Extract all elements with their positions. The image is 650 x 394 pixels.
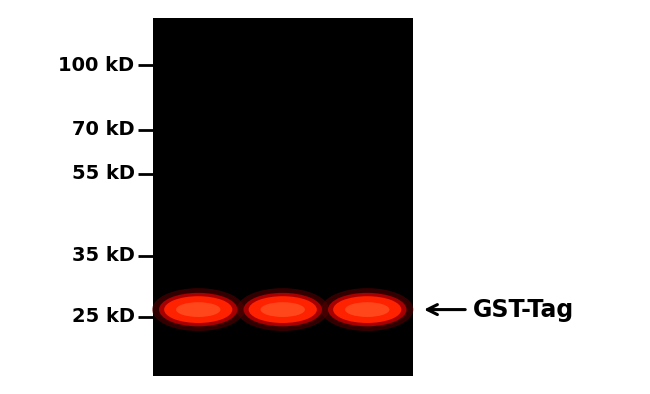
Ellipse shape: [261, 302, 305, 317]
Ellipse shape: [176, 302, 220, 317]
Ellipse shape: [164, 296, 233, 323]
Text: 55 kD: 55 kD: [72, 164, 135, 183]
Text: 70 kD: 70 kD: [72, 121, 135, 139]
Ellipse shape: [237, 288, 329, 331]
Ellipse shape: [248, 296, 317, 323]
Text: 25 kD: 25 kD: [72, 307, 135, 326]
Text: 35 kD: 35 kD: [72, 246, 135, 265]
Ellipse shape: [321, 288, 413, 331]
Ellipse shape: [152, 288, 244, 331]
Ellipse shape: [244, 293, 322, 326]
Ellipse shape: [345, 302, 389, 317]
Ellipse shape: [333, 296, 401, 323]
Bar: [153, 18, 413, 376]
Ellipse shape: [328, 293, 406, 326]
Ellipse shape: [159, 293, 237, 326]
Text: GST-Tag: GST-Tag: [473, 297, 575, 322]
Text: 100 kD: 100 kD: [58, 56, 135, 75]
